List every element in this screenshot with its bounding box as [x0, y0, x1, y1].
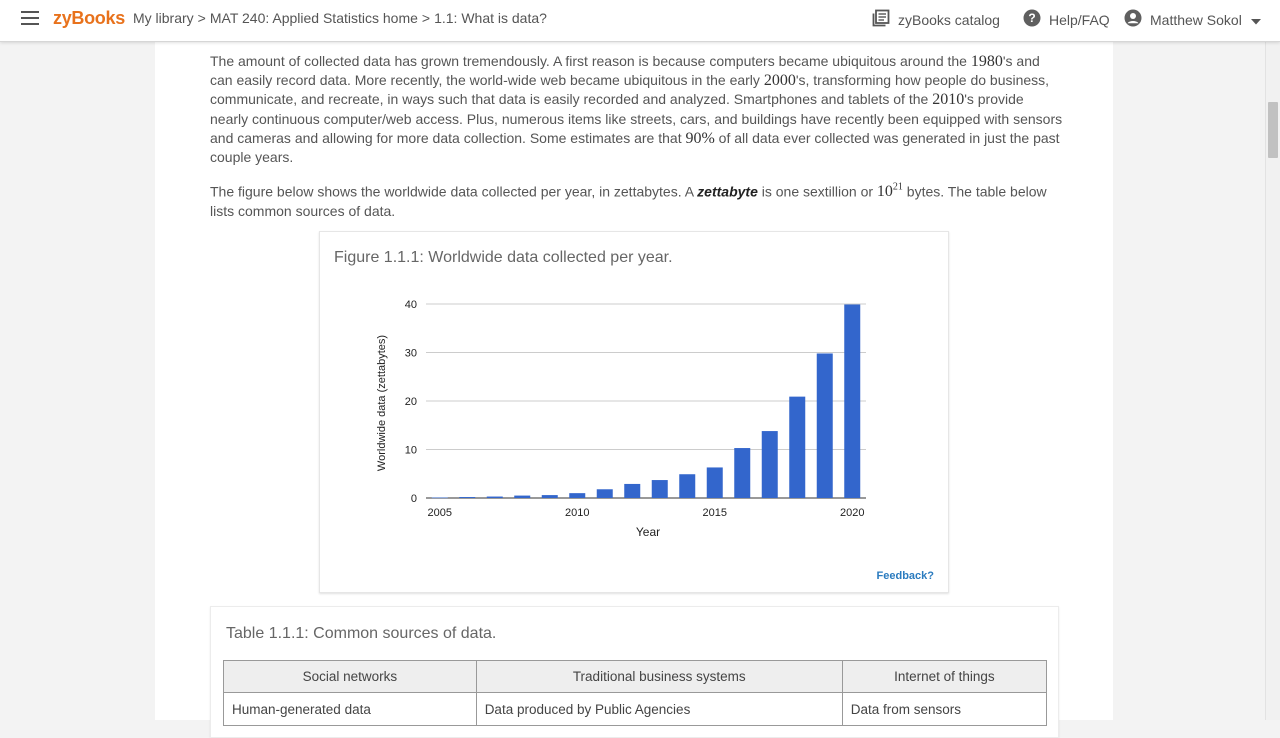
bar — [624, 483, 641, 498]
y-tick-label: 20 — [405, 396, 417, 408]
help-label: Help/FAQ — [1049, 11, 1110, 28]
math-inline: 1021 — [876, 182, 903, 201]
svg-text:?: ? — [1028, 11, 1035, 25]
paragraph-text: bytes. The table below lists common sour… — [210, 183, 1047, 219]
paragraph-text: 's, transforming how people do business,… — [210, 72, 1050, 108]
account-icon — [1124, 9, 1142, 30]
table-cell: Data produced by Public Agencies — [475, 692, 843, 726]
math-base: 10 — [876, 183, 893, 201]
bar — [734, 448, 751, 498]
figure-card: Figure 1.1.1: Worldwide data collected p… — [319, 231, 949, 593]
math-exponent: 21 — [892, 182, 903, 193]
paragraph-text: of all data ever collected was generated… — [210, 129, 1060, 166]
table-cell: Data from sensors — [841, 692, 1048, 726]
table-caption: Table 1.1.1: Common sources of data. — [226, 625, 497, 642]
y-tick-label: 0 — [411, 493, 417, 505]
y-tick-label: 40 — [405, 299, 417, 311]
math-inline: 1980 — [970, 53, 1003, 70]
term-zettabyte: zettabyte — [697, 183, 758, 200]
math-inline: 2000 — [763, 72, 796, 90]
table-card: Table 1.1.1: Common sources of data. Soc… — [210, 606, 1059, 738]
math-inline: 2010 — [932, 91, 965, 109]
paragraph-text: 's provide nearly continuous computer/we… — [210, 91, 1063, 146]
help-icon: ? — [1023, 9, 1041, 30]
x-tick-label: 2020 — [840, 507, 864, 519]
x-tick-label: 2005 — [428, 507, 452, 519]
catalog-icon — [872, 9, 890, 30]
help-link[interactable]: ? Help/FAQ — [1023, 9, 1110, 30]
paragraph-text: The figure below shows the worldwide dat… — [210, 183, 698, 200]
sources-table: Social networks Traditional business sys… — [223, 660, 1048, 726]
zybooks-logo[interactable]: zyBooks — [53, 8, 125, 28]
bar — [789, 396, 806, 498]
breadcrumb: My library > MAT 240: Applied Statistics h… — [133, 10, 547, 26]
user-name: Matthew Sokol — [1150, 11, 1242, 28]
bar — [816, 353, 833, 498]
y-tick-label: 10 — [405, 445, 417, 457]
math-inline: 90% — [685, 129, 715, 147]
scrollbar-track[interactable] — [1265, 42, 1280, 720]
top-bar: zyBooks My library > MAT 240: Applied Stat… — [0, 0, 1280, 42]
x-axis-label: Year — [636, 525, 660, 539]
bar — [844, 304, 861, 498]
bar-chart: 0 10 20 30 40 2005 2010 2015 2020 Year Worldwide d… — [376, 299, 866, 539]
bar — [569, 493, 586, 498]
bar — [459, 497, 476, 498]
table-row: Human-generated data Data produced by Pu… — [223, 692, 1048, 726]
menu-icon[interactable] — [21, 11, 39, 25]
table-cell: Human-generated data — [223, 692, 477, 726]
user-menu[interactable]: Matthew Sokol — [1124, 9, 1261, 30]
breadcrumb-section[interactable]: 1.1: What is data? — [434, 10, 547, 26]
table-header-row: Social networks Traditional business sys… — [223, 660, 1048, 693]
y-axis-label: Worldwide data (zettabytes) — [376, 335, 388, 471]
bar — [679, 474, 696, 498]
table-header-cell: Traditional business systems — [475, 660, 843, 693]
y-tick-label: 30 — [405, 348, 417, 360]
bar — [514, 495, 531, 498]
x-tick-label: 2010 — [565, 507, 589, 519]
bar — [431, 497, 448, 499]
bar — [541, 495, 558, 498]
bar — [596, 489, 613, 498]
intro-paragraph-1: The amount of collected data has grown t… — [210, 52, 1065, 167]
paragraph-text: 's and can easily record data. More rece… — [210, 53, 1040, 89]
bar — [651, 480, 668, 498]
feedback-link[interactable]: Feedback? — [876, 570, 934, 582]
catalog-label: zyBooks catalog — [898, 11, 1000, 28]
bar — [761, 431, 778, 498]
bar — [486, 496, 503, 498]
paragraph-text: The amount of collected data has grown t… — [210, 53, 971, 69]
paragraph-text: is one sextillion or — [757, 183, 877, 200]
breadcrumb-course-home[interactable]: MAT 240: Applied Statistics home — [209, 10, 418, 26]
table-header-cell: Social networks — [223, 660, 477, 693]
breadcrumb-separator: > — [197, 10, 206, 26]
table-header-cell: Internet of things — [841, 660, 1048, 693]
chevron-down-icon[interactable] — [1250, 12, 1261, 28]
catalog-link[interactable]: zyBooks catalog — [872, 9, 1000, 30]
scrollbar-thumb[interactable] — [1268, 102, 1278, 158]
content-column: The amount of collected data has grown t… — [155, 42, 1113, 738]
breadcrumb-my-library[interactable]: My library — [133, 10, 194, 26]
intro-paragraph-2: The figure below shows the worldwide dat… — [210, 178, 1065, 221]
bar — [706, 467, 723, 498]
breadcrumb-separator: > — [421, 10, 431, 26]
x-tick-label: 2015 — [703, 507, 727, 519]
figure-caption: Figure 1.1.1: Worldwide data collected p… — [334, 249, 673, 266]
